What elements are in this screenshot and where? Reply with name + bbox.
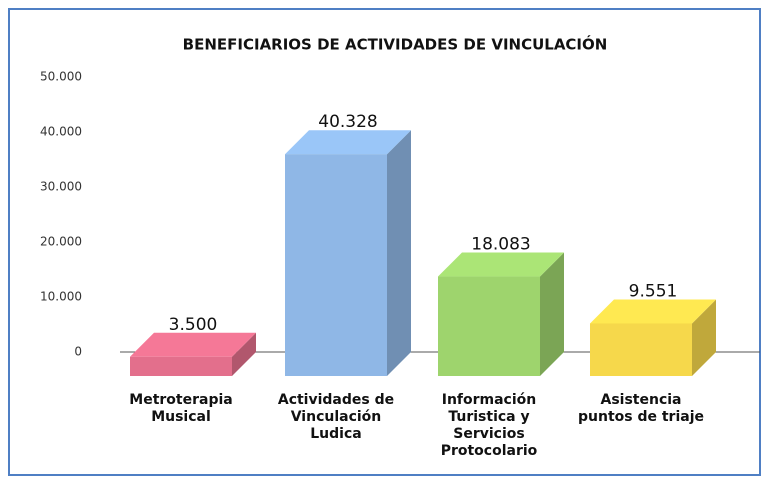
chart-title: BENEFICIARIOS DE ACTIVIDADES DE VINCULAC…: [183, 35, 608, 54]
value-label: 18.083: [471, 235, 530, 255]
y-tick-label: 20.000: [40, 235, 82, 249]
bar-top: [438, 252, 564, 277]
bar-side: [692, 299, 716, 376]
value-label: 40.328: [318, 112, 377, 132]
value-label: 3.500: [169, 315, 218, 335]
bar-side: [232, 332, 256, 376]
x-tick-label: Actividades de Vinculación Ludica: [277, 392, 395, 442]
y-tick-label: 30.000: [40, 180, 82, 194]
bar-side: [387, 130, 411, 376]
y-tick-label: 0: [74, 345, 82, 359]
bar-top: [590, 299, 716, 324]
x-tick-label: Asistencia puntos de triaje: [578, 392, 704, 425]
bar-top: [130, 332, 256, 357]
y-tick-label: 40.000: [40, 125, 82, 139]
x-tick-label: Metroterapia Musical: [129, 392, 233, 425]
bar: [285, 154, 387, 376]
bar: [130, 356, 232, 376]
bar: [590, 323, 692, 376]
bar: [438, 276, 540, 376]
y-tick-label: 50.000: [40, 70, 82, 84]
y-tick-label: 10.000: [40, 290, 82, 304]
value-label: 9.551: [629, 281, 678, 301]
bar-top: [285, 130, 411, 155]
bar-side: [540, 252, 564, 376]
x-tick-label: Información Turistica y Servicios Protoc…: [440, 392, 538, 459]
